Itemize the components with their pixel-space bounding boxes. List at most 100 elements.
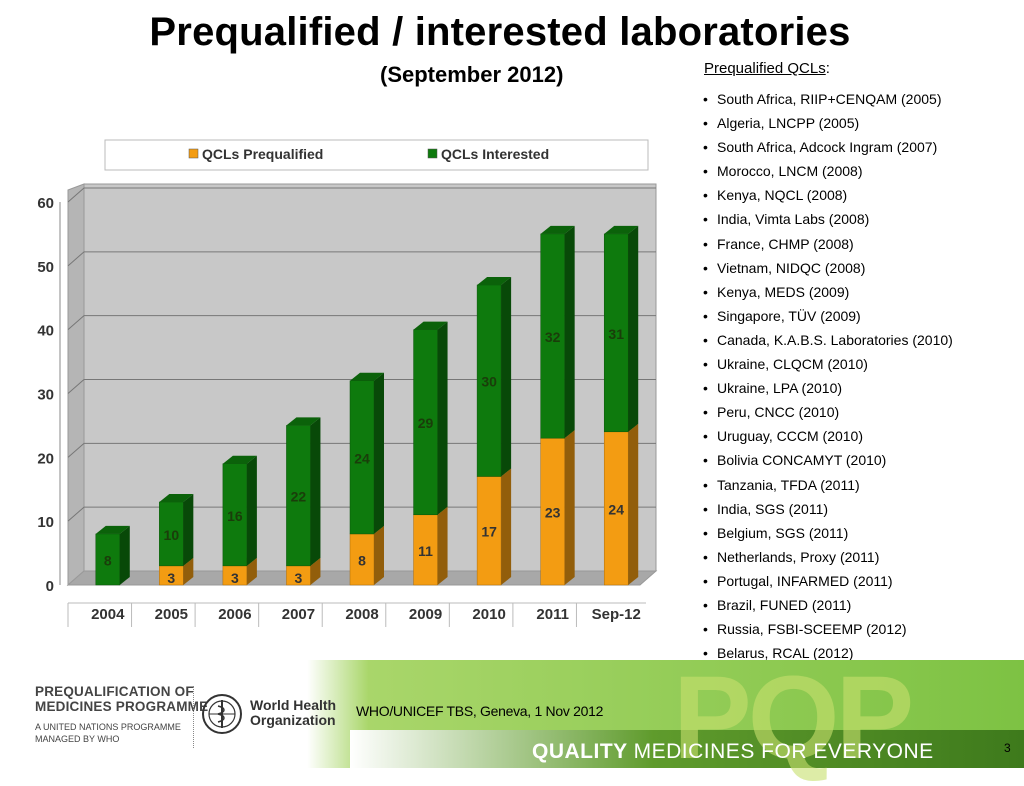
qcl-list-item-text: India, Vimta Labs (2008) xyxy=(717,211,870,228)
bar xyxy=(413,514,438,586)
bar-side xyxy=(310,557,321,585)
bar xyxy=(413,329,438,516)
qcl-list-item: • Bolivia CONCAMYT (2010) xyxy=(703,449,953,473)
x-tick-label: 2008 xyxy=(345,606,378,623)
bullet: • xyxy=(703,524,708,541)
page-title: Prequalified / interested laboratories xyxy=(149,10,851,54)
data-label: 11 xyxy=(418,543,433,559)
bar xyxy=(95,533,121,586)
qcl-list-item-text: Belarus, RCAL (2012) xyxy=(717,645,854,662)
bullet: • xyxy=(703,187,708,204)
data-label: 31 xyxy=(608,326,624,342)
qcl-list-item: • Vietnam, NIDQC (2008) xyxy=(703,257,953,281)
qcl-list-item: • Russia, FSBI-SCEEMP (2012) xyxy=(703,618,953,642)
bullet: • xyxy=(703,307,708,324)
data-label: 10 xyxy=(164,527,180,543)
plot-side-wall xyxy=(67,183,85,587)
data-label: 17 xyxy=(481,524,497,540)
gridline xyxy=(67,442,656,458)
bullet: • xyxy=(703,452,708,469)
bar xyxy=(159,501,184,567)
qcl-list-item-text: Algeria, LNCPP (2005) xyxy=(717,115,860,132)
programme-line2: MEDICINES PROGRAMME xyxy=(35,699,209,714)
qcl-list-item-text: Ukraine, LPA (2010) xyxy=(717,380,843,397)
x-tick-label: 2009 xyxy=(409,606,442,623)
qcl-list-item: • France, CHMP (2008) xyxy=(703,233,953,257)
bar-top xyxy=(95,525,130,534)
who-line2: Organization xyxy=(250,712,336,728)
bar xyxy=(286,425,311,567)
data-label: 3 xyxy=(231,570,239,586)
qcl-bar-chart: QCLs Prequalified QCLs Interested 0 10 20 30 4… xyxy=(37,139,658,627)
bar-side xyxy=(564,430,575,585)
qcl-list-item: • Singapore, TÜV (2009) xyxy=(703,305,953,329)
qcl-list-item: • India, Vimta Labs (2008) xyxy=(703,208,953,232)
bullet: • xyxy=(703,259,708,276)
qcl-list-item-text: Kenya, MEDS (2009) xyxy=(717,283,850,300)
y-tick-label: 20 xyxy=(37,450,54,467)
legend-box xyxy=(104,139,649,171)
x-tick-label: 2005 xyxy=(155,606,188,623)
bar-side xyxy=(119,525,130,585)
qcl-list-item-text: Belgium, SGS (2011) xyxy=(717,524,849,541)
y-tick-label: 30 xyxy=(37,387,54,404)
qcl-list-item-text: Bolivia CONCAMYT (2010) xyxy=(717,452,887,469)
who-line1: World Health xyxy=(250,697,337,713)
bar-side xyxy=(310,417,321,566)
qcl-list-item-text: India, SGS (2011) xyxy=(717,500,829,517)
y-tick-label: 50 xyxy=(37,259,54,276)
who-emblem-icon xyxy=(202,694,242,734)
legend-swatch xyxy=(188,148,199,159)
qcl-list-item: • India, SGS (2011) xyxy=(703,498,953,522)
qcl-list-item-text: Canada, K.A.B.S. Laboratories (2010) xyxy=(717,331,953,348)
data-label: 8 xyxy=(358,552,366,568)
x-tick-label: 2004 xyxy=(91,606,125,623)
legend-label: QCLs Prequalified xyxy=(202,146,323,162)
event-label: WHO/UNICEF TBS, Geneva, 1 Nov 2012 xyxy=(356,703,604,719)
programme-line1: PREQUALIFICATION OF xyxy=(35,684,194,699)
qcl-list-item: • Kenya, MEDS (2009) xyxy=(703,281,953,305)
pqp-logo-watermark: PQP xyxy=(673,652,914,784)
gridline xyxy=(67,315,656,331)
qcl-list-item: • Ukraine, LPA (2010) xyxy=(703,377,953,401)
bar-top xyxy=(286,417,321,426)
qcl-list: • South Africa, RIIP+CENQAM (2005) • Algeri… xyxy=(703,88,953,666)
bullet: • xyxy=(703,163,708,180)
bar-side xyxy=(437,506,448,585)
bullet: • xyxy=(703,331,708,348)
x-tick-label: Sep-12 xyxy=(592,606,641,623)
qcl-list-heading: Prequalified QCLs: xyxy=(704,60,830,77)
x-tick-label: 2006 xyxy=(218,606,251,623)
bar-side xyxy=(246,455,257,566)
bullet: • xyxy=(703,235,708,252)
qcl-list-item: • Kenya, NQCL (2008) xyxy=(703,184,953,208)
qcl-list-item-text: Ukraine, CLQCM (2010) xyxy=(717,356,868,373)
qcl-list-item: • Netherlands, Proxy (2011) xyxy=(703,546,953,570)
qcl-list-item-text: France, CHMP (2008) xyxy=(717,235,854,252)
x-tick-label: 2010 xyxy=(472,606,505,623)
qcl-list-heading-text: Prequalified QCLs xyxy=(704,60,826,77)
qcl-list-item-text: Portugal, INFARMED (2011) xyxy=(717,572,893,589)
bullet: • xyxy=(703,380,708,397)
bullet: • xyxy=(703,91,708,107)
y-tick-label: 10 xyxy=(37,514,54,531)
bullet: • xyxy=(703,283,708,300)
qcl-list-item: • Canada, K.A.B.S. Laboratories (2010) xyxy=(703,329,953,353)
bar-side xyxy=(628,423,639,585)
bar xyxy=(540,437,565,586)
bullet: • xyxy=(703,548,708,565)
qcl-list-item-text: Russia, FSBI-SCEEMP (2012) xyxy=(717,621,907,638)
y-tick-label: 60 xyxy=(37,195,54,212)
footer-divider xyxy=(193,686,195,748)
qcl-list-item: • Peru, CNCC (2010) xyxy=(703,401,953,425)
data-label: 24 xyxy=(354,450,370,466)
data-label: 32 xyxy=(545,329,561,345)
bullet: • xyxy=(703,645,708,662)
bar xyxy=(603,431,629,586)
bar-top xyxy=(222,455,257,464)
bar-side xyxy=(628,225,639,432)
qcl-list-item: • Ukraine, CLQCM (2010) xyxy=(703,353,953,377)
bar-side xyxy=(501,276,512,477)
gridline xyxy=(67,251,656,267)
data-label: 24 xyxy=(608,501,624,517)
